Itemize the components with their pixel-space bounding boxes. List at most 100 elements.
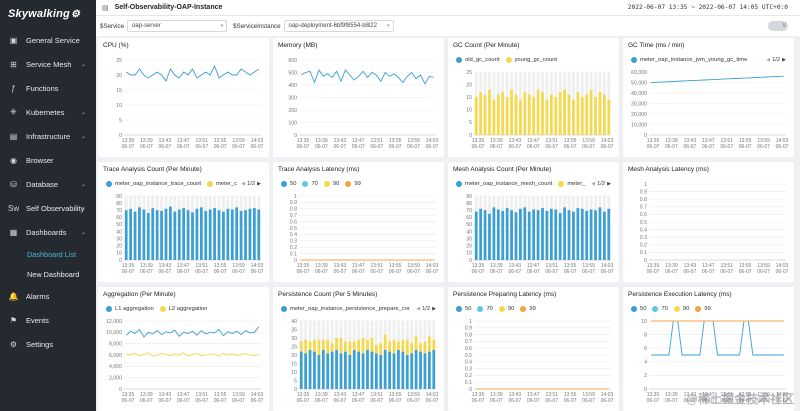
sidebar-item-settings[interactable]: ⚙ Settings: [0, 332, 96, 356]
sidebar-item-service-mesh[interactable]: ⊞ Service Mesh ⌄: [0, 52, 96, 76]
bar-meter_oap_instance_mesh_count: [479, 208, 482, 260]
sidebar-item-infrastructure[interactable]: ▤ Infrastructure ⌄: [0, 124, 96, 148]
next-page-icon[interactable]: ▶: [257, 181, 261, 187]
next-page-icon[interactable]: ▶: [782, 57, 786, 63]
legend-item[interactable]: meter_oap_instance_mesh_count: [456, 181, 552, 187]
bar-meter_oap_instance_trace_count: [138, 207, 141, 260]
y-tick-label: 0.2: [640, 243, 647, 249]
x-tick-time: 13:47: [702, 392, 715, 398]
sidebar-item-alarms[interactable]: 🔔 Alarms: [0, 284, 96, 308]
prev-page-icon[interactable]: ◀: [766, 57, 771, 63]
skywalking-logo[interactable]: Skywalking ⚙: [8, 8, 81, 20]
legend-dot-icon: [695, 306, 702, 312]
legend-item[interactable]: 50: [456, 306, 471, 312]
x-tick-time: 13:47: [702, 263, 715, 269]
legend-item[interactable]: old_gc_count: [456, 57, 500, 63]
x-tick-date: 06-07: [601, 269, 614, 275]
next-page-icon[interactable]: ▶: [432, 306, 436, 312]
service-select[interactable]: oap-server ▾: [127, 20, 228, 32]
y-tick-label: 0: [469, 387, 472, 393]
bar-young_gc_count: [563, 89, 566, 135]
x-tick-time: 13:59: [232, 138, 245, 144]
panel-memory: Memory (MB) 0 100 200 300 400 500 600 13:35 06-07…: [273, 38, 444, 157]
bar-meter_oap_instance_mesh_count: [532, 209, 536, 260]
bar-meter_oap_instance_persistence_prepare_cor: [352, 349, 356, 389]
bar-meter_oap_instance_mesh_count: [510, 210, 513, 260]
x-tick-date: 06-07: [490, 144, 503, 150]
bar-young_gc_count: [576, 92, 580, 135]
prev-page-icon[interactable]: ◀: [591, 181, 596, 187]
legend-item[interactable]: meter_c: [207, 181, 237, 187]
x-tick-time: 13:51: [370, 392, 383, 398]
bar-meter_oap_instance_persistence_prepare_cor: [313, 351, 316, 389]
sidebar-item-functions[interactable]: ƒ Functions: [0, 76, 96, 100]
y-tick-label: 4: [644, 360, 647, 366]
y-tick-label: 10: [116, 251, 122, 257]
legend-item[interactable]: L1 aggregation: [106, 306, 154, 312]
sidebar-item-browser[interactable]: ◉ Browser: [0, 148, 96, 172]
bar-series-2: [299, 341, 303, 352]
y-tick-label: 25: [466, 70, 472, 76]
sidebar-item-events[interactable]: ⚑ Events: [0, 308, 96, 332]
sidebar-item-database[interactable]: ⛁ Database ⌄: [0, 172, 96, 196]
x-tick-time: 13:39: [490, 263, 503, 269]
legend-item[interactable]: 90: [498, 306, 514, 312]
legend-item[interactable]: 50: [631, 306, 646, 312]
x-tick-time: 13:35: [297, 138, 310, 144]
legend-item[interactable]: 90: [673, 306, 689, 312]
chevron-down-icon: ⌄: [80, 109, 86, 116]
x-tick-date: 06-07: [158, 269, 171, 275]
y-tick-label: 1: [644, 182, 647, 188]
bar-series-2: [397, 341, 400, 350]
x-tick-time: 13:59: [407, 138, 420, 144]
instance-select[interactable]: oap-deployment-6bf9f8554-b8l22 ▾: [283, 20, 394, 32]
y-tick-label: 5: [469, 120, 472, 126]
chart-legend: L1 aggregation L2 aggregation: [106, 306, 213, 312]
legend-dot-icon: [207, 181, 214, 187]
prev-page-icon[interactable]: ◀: [416, 306, 421, 312]
legend-item[interactable]: L2 aggregation: [159, 306, 207, 312]
time-range[interactable]: 2022-06-07 13:35 ~ 2022-06-07 14:05 UTC+…: [628, 4, 788, 11]
prev-page-icon[interactable]: ◀: [241, 181, 246, 187]
legend-item[interactable]: 90: [323, 181, 339, 187]
bar-meter_oap_instance_mesh_count: [541, 208, 544, 260]
bar-series-2: [414, 336, 418, 350]
sidebar-item-self-observability[interactable]: Sw Self Observability ⌄: [0, 196, 96, 220]
x-tick-date: 06-07: [564, 398, 577, 404]
legend-item[interactable]: 99: [695, 306, 711, 312]
dashboard-grid: CPU (%) 0 5 10 15 20 25 13:35 06-07 13:39 06-07 13:…: [98, 38, 798, 411]
legend-item[interactable]: meter_: [558, 181, 585, 187]
legend-item[interactable]: 70: [652, 306, 668, 312]
bar-series-2: [419, 343, 422, 352]
legend-item[interactable]: meter_oap_instance_trace_count: [106, 181, 201, 187]
sidebar-subitem[interactable]: Dashboard List: [27, 249, 77, 259]
panel-persistence-prep: Persistence Preparing Latency (ms) 50 70 90…: [448, 287, 619, 411]
y-tick-label: 0.6: [290, 219, 297, 225]
sidebar-item-general-service[interactable]: ▣ General Service: [0, 28, 96, 52]
legend-item[interactable]: meter_oap_instance_persistence_prepare_c…: [281, 306, 410, 312]
x-tick-time: 13:51: [545, 263, 558, 269]
legend-item[interactable]: meter_oap_instance_jvm_young_gc_time: [631, 57, 747, 63]
legend-page-number: 1/2: [597, 181, 606, 187]
chevron-down-icon: ▾: [387, 23, 390, 29]
legend-item[interactable]: 99: [520, 306, 536, 312]
legend-item[interactable]: 99: [345, 181, 361, 187]
bar-meter_oap_instance_mesh_count: [536, 210, 540, 260]
sidebar-subitem[interactable]: New Dashboard: [27, 269, 80, 279]
bar-meter_oap_instance_mesh_count: [558, 213, 562, 260]
next-page-icon[interactable]: ▶: [607, 181, 611, 187]
legend-item[interactable]: young_gc_count: [505, 57, 557, 63]
bar-series-2: [352, 341, 356, 350]
legend-item[interactable]: 50: [281, 181, 296, 187]
sidebar-item-kubernetes[interactable]: ⎈ Kubernetes ⌄: [0, 100, 96, 124]
edit-toggle[interactable]: V: [768, 21, 788, 31]
x-tick-date: 06-07: [472, 144, 485, 150]
sidebar-item-dashboards[interactable]: ▦ Dashboards ⌄: [0, 220, 96, 244]
legend-item[interactable]: 70: [477, 306, 493, 312]
legend-item[interactable]: 70: [302, 181, 318, 187]
y-tick-label: 4,000: [109, 364, 122, 370]
